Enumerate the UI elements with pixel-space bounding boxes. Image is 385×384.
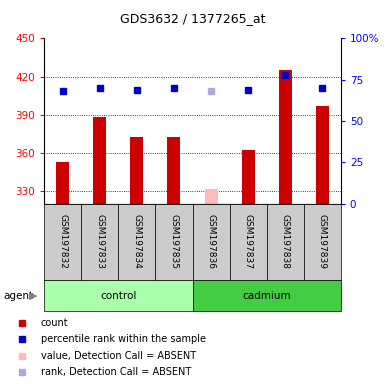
Text: value, Detection Call = ABSENT: value, Detection Call = ABSENT — [41, 351, 196, 361]
Bar — [242, 150, 254, 204]
Bar — [204, 189, 218, 204]
Text: GSM197835: GSM197835 — [169, 214, 179, 270]
Text: control: control — [100, 291, 137, 301]
Text: GSM197837: GSM197837 — [244, 214, 253, 270]
Text: agent: agent — [4, 291, 34, 301]
Text: GSM197834: GSM197834 — [132, 215, 141, 269]
Bar — [167, 137, 181, 204]
Text: ▶: ▶ — [29, 291, 37, 301]
Text: rank, Detection Call = ABSENT: rank, Detection Call = ABSENT — [41, 367, 191, 377]
Bar — [119, 204, 156, 280]
Text: GDS3632 / 1377265_at: GDS3632 / 1377265_at — [120, 12, 265, 25]
Text: GSM197832: GSM197832 — [58, 215, 67, 269]
Bar — [44, 204, 81, 280]
Bar — [229, 204, 266, 280]
Bar — [267, 204, 304, 280]
Bar — [81, 204, 119, 280]
Bar — [192, 204, 229, 280]
Text: GSM197838: GSM197838 — [281, 214, 290, 270]
Bar — [279, 70, 291, 204]
Text: cadmium: cadmium — [242, 291, 291, 301]
Bar — [304, 204, 341, 280]
Bar — [94, 117, 106, 204]
Text: GSM197839: GSM197839 — [318, 214, 327, 270]
Text: GSM197833: GSM197833 — [95, 214, 104, 270]
Bar — [44, 280, 192, 311]
Bar — [131, 137, 143, 204]
Text: count: count — [41, 318, 69, 328]
Bar — [316, 106, 329, 204]
Bar — [192, 280, 341, 311]
Bar — [56, 162, 69, 204]
Text: percentile rank within the sample: percentile rank within the sample — [41, 334, 206, 344]
Text: GSM197836: GSM197836 — [206, 214, 216, 270]
Bar — [156, 204, 192, 280]
